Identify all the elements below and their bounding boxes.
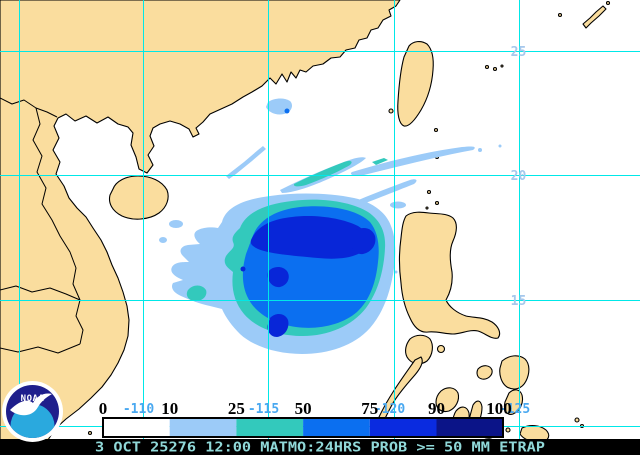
land-taiwan bbox=[397, 41, 434, 127]
land-luzon bbox=[398, 211, 501, 339]
legend-label-90: 90 bbox=[428, 399, 445, 418]
legend-label-75: 75 bbox=[361, 399, 378, 418]
lon-label-120: -120 bbox=[374, 402, 405, 417]
legend-segment-25-50 bbox=[236, 418, 304, 437]
color-scale-legend: 0 10 25 50 75 90 100 bbox=[99, 399, 512, 438]
lat-label-15: 15 bbox=[511, 294, 527, 309]
longitude-labels: -110 -115 -120 -125 bbox=[123, 402, 530, 417]
grid-layer: 25 20 15 -110 -115 -120 -125 bbox=[0, 0, 640, 439]
precipitation-layer bbox=[159, 98, 502, 354]
lon-label-125: -125 bbox=[499, 402, 530, 417]
land-penghu-island bbox=[388, 108, 394, 114]
lon-label-115: -115 bbox=[248, 402, 279, 417]
status-bar-background bbox=[0, 439, 640, 455]
legend-label-10: 10 bbox=[161, 399, 178, 418]
land-layer bbox=[0, 0, 611, 455]
land-green-island bbox=[433, 127, 439, 133]
noaa-logo-text: NOAA bbox=[21, 394, 45, 404]
grid-lines bbox=[0, 0, 640, 439]
lon-label-110: -110 bbox=[123, 402, 154, 417]
legend-border bbox=[102, 417, 504, 438]
legend-segment-50-75 bbox=[303, 418, 370, 437]
land-ryukyu-islands bbox=[484, 0, 611, 72]
land-china-indochina bbox=[0, 0, 401, 455]
legend-label-100: 100 bbox=[486, 399, 512, 418]
land-marinduque bbox=[436, 344, 446, 354]
legend-segment-90-100 bbox=[436, 418, 503, 437]
noaa-logo-gull-icon bbox=[10, 393, 52, 416]
legend-segments bbox=[102, 417, 504, 438]
legend-label-50: 50 bbox=[295, 399, 312, 418]
land-condao-island bbox=[87, 430, 93, 436]
noaa-logo: NOAA bbox=[2, 381, 63, 442]
legend-label-0: 0 bbox=[99, 399, 108, 418]
legend-segment-10-25 bbox=[169, 418, 237, 437]
precip-dark-core-areas bbox=[240, 216, 376, 337]
legend-segment-0-10 bbox=[103, 418, 170, 437]
lat-label-20: 20 bbox=[511, 169, 527, 184]
lat-label-25: 25 bbox=[511, 45, 527, 60]
latitude-labels: 25 20 15 bbox=[511, 45, 527, 309]
status-bar: 3 OCT 25276 12:00 MATMO:24HRS PROB >= 50… bbox=[0, 439, 640, 455]
land-mindoro bbox=[405, 334, 433, 365]
legend-segment-75-90 bbox=[369, 418, 437, 437]
country-borders bbox=[0, 97, 84, 354]
status-bar-text: 3 OCT 25276 12:00 MATMO:24HRS PROB >= 50… bbox=[95, 441, 545, 455]
legend-tick-labels: 0 10 25 50 75 90 100 bbox=[99, 399, 512, 418]
land-hainan bbox=[108, 175, 169, 220]
legend-label-25: 25 bbox=[228, 399, 245, 418]
